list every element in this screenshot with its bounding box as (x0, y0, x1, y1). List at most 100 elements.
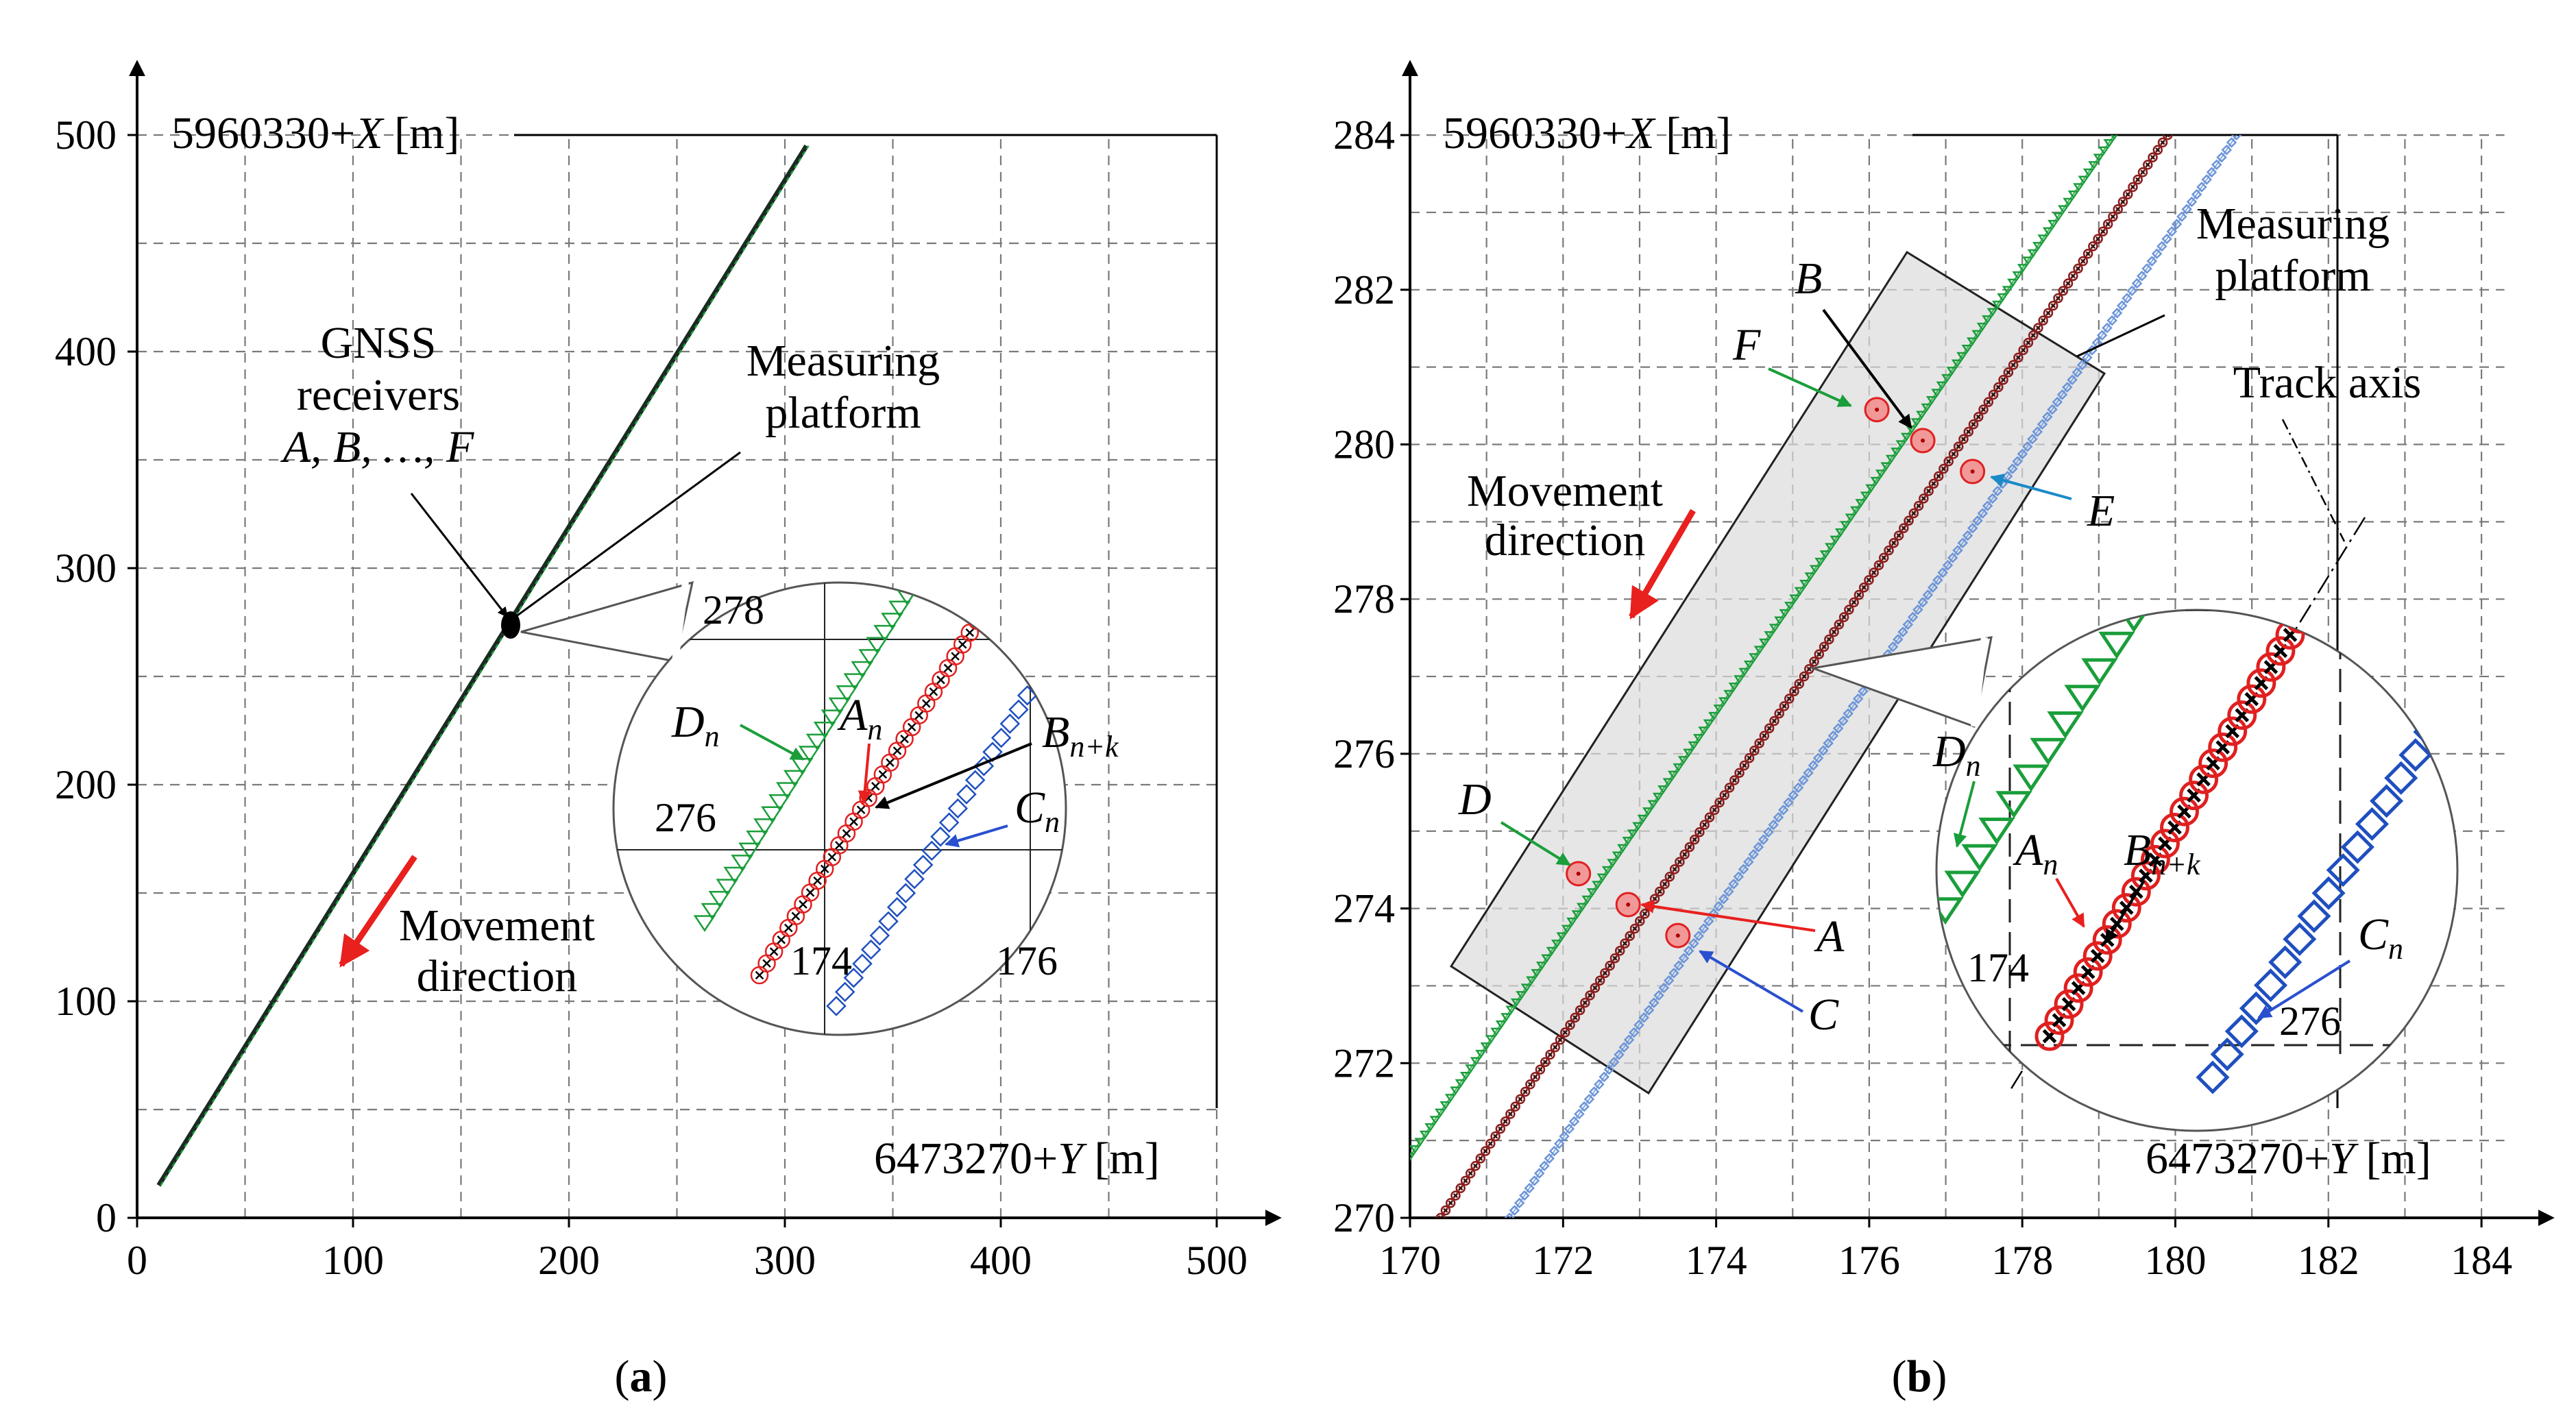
series-marker-tri (1419, 1130, 1431, 1140)
series-marker-circle (2082, 941, 2113, 971)
series-marker-circle (1854, 589, 1864, 600)
series-marker-diamond (2398, 738, 2433, 772)
series-marker-circle (1819, 641, 1830, 652)
series-marker-circle (1505, 1109, 1516, 1119)
x-tick-label: 170 (1379, 1238, 1441, 1283)
series-marker-tri (731, 855, 754, 872)
series-marker-cross (2140, 169, 2146, 175)
series-marker-cross (1448, 1200, 1453, 1205)
series-marker-cross (1507, 1111, 1513, 1117)
series-marker-cross (936, 675, 945, 685)
series-marker-diamond (1008, 699, 1029, 720)
series-marker-tri (1738, 668, 1751, 677)
series-marker-diamond (904, 868, 925, 890)
series-marker-tri (2022, 256, 2034, 265)
series-marker-cross (1736, 770, 1742, 776)
series-marker-circle (2117, 197, 2128, 207)
series-marker-circle (1908, 508, 1919, 519)
series-marker-tri (1612, 851, 1624, 860)
series-marker-circle (2088, 241, 2098, 252)
receiver-center-dot (1875, 407, 1880, 412)
series-marker-diamond (1629, 1027, 1640, 1038)
series-marker-circle (1719, 789, 1730, 800)
y-axis-title-b: 5960330+X [m] (1443, 108, 1731, 158)
series-marker-circle (1834, 620, 1845, 630)
series-marker-diamond (2056, 389, 2068, 400)
series-marker-diamond (1768, 819, 1779, 831)
track-axis-label: Track axis (2233, 358, 2421, 408)
series-marker-cross (900, 734, 909, 744)
series-marker-cross (813, 876, 822, 885)
series-marker-cross (1861, 585, 1867, 590)
series-marker-diamond (2283, 922, 2317, 956)
series-marker-diamond (1967, 522, 1978, 534)
series-marker-diamond (2062, 382, 2073, 393)
series-marker-tri (1505, 1005, 1518, 1015)
series-marker-circle (1794, 678, 1804, 689)
series-marker-tri (950, 505, 969, 519)
series-marker-circle (1609, 953, 1620, 964)
y-tick-label: 270 (1333, 1195, 1395, 1240)
series-marker-diamond (2326, 853, 2360, 888)
series-marker-diamond (1588, 1086, 1600, 1097)
series-marker-tri (2111, 135, 2118, 140)
series-marker-circle (2163, 135, 2173, 140)
series-marker-circle (1490, 1131, 1500, 1142)
series-marker-diamond (1893, 634, 1904, 645)
series-marker-cross (1762, 733, 1767, 739)
arrow-receiver-e (1990, 474, 2072, 500)
series-marker-circle (1749, 746, 1760, 756)
series-marker-cross (777, 935, 786, 944)
series-marker-tri (1845, 513, 1857, 523)
series-marker-tri (903, 583, 926, 593)
series-marker-tri (1895, 440, 1908, 449)
inset-b-label-b: Bn+k (2124, 825, 2201, 881)
series-marker-tri (1809, 565, 1821, 574)
series-marker-cross (1846, 607, 1851, 613)
series-marker-cross (2130, 184, 2136, 190)
series-marker-diamond (2297, 899, 2331, 933)
series-marker-tri (2037, 234, 2050, 243)
series-marker-circle (1759, 731, 1770, 741)
series-marker-diamond (2041, 411, 2053, 423)
series-marker-diamond (1912, 604, 1923, 615)
series-marker-tri (1465, 1064, 1477, 1073)
series-marker-cross (1891, 540, 1897, 546)
series-marker-cross (820, 864, 829, 874)
series-marker-tri (1526, 976, 1538, 986)
series-marker-diamond (2384, 761, 2418, 795)
series-marker-cross (2145, 162, 2150, 167)
receiver-center-dot (1675, 933, 1680, 938)
series-marker-diamond (1788, 789, 1799, 800)
x-tick-label: 182 (2298, 1238, 2359, 1283)
series-marker-cross (1032, 523, 1039, 530)
series-marker-circle (2143, 160, 2153, 170)
series-marker-tri (776, 782, 799, 799)
series-marker-cross (1702, 822, 1708, 828)
series-marker-cross (1522, 1089, 1528, 1094)
series-marker-diamond (1524, 1182, 1535, 1194)
inset-b-arrow-b (2104, 879, 2146, 944)
platform-label-1a: Measuring (746, 336, 940, 386)
series-marker-tri (1683, 748, 1694, 757)
series-marker-diamond (1723, 886, 1734, 897)
series-marker-tri (2032, 242, 2044, 251)
series-marker-diamond (1673, 960, 1684, 971)
series-marker-circle (1570, 1012, 1581, 1023)
series-marker-circle (1500, 1116, 1511, 1127)
series-marker-cross (2135, 177, 2141, 182)
series-marker-cross (871, 781, 880, 791)
series-marker-circle (2048, 300, 2058, 311)
series-marker-cross (886, 758, 895, 768)
series-marker-circle (1878, 552, 1889, 563)
series-marker-cross (1438, 1215, 1444, 1218)
series-marker-diamond (1832, 723, 1844, 734)
series-marker-diamond (1683, 945, 1694, 957)
series-marker-diamond (2012, 456, 2023, 467)
series-marker-cross (1980, 406, 1986, 413)
series-marker-tri (935, 529, 954, 543)
inset-a-label-c: Cn (1014, 783, 1060, 839)
series-marker-circle (1580, 997, 1590, 1008)
series-marker-cross (1811, 659, 1817, 664)
series-marker-tri (2048, 219, 2059, 229)
